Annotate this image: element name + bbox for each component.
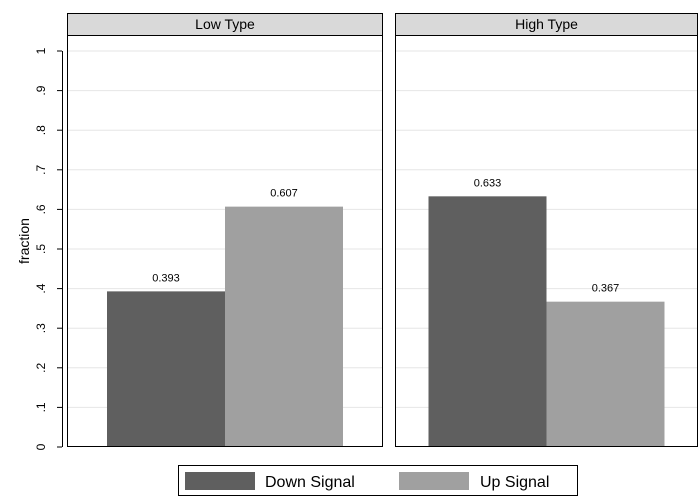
data-label: 0.367 [592, 283, 620, 295]
bar-down-signal [428, 196, 547, 447]
legend-swatch [399, 472, 469, 490]
y-tick-label: .4 [34, 283, 48, 293]
legend-label: Down Signal [265, 474, 355, 491]
y-axis-title: fraction [16, 218, 32, 264]
legend-label: Up Signal [480, 474, 549, 491]
y-tick-label: .8 [34, 125, 48, 135]
y-tick-label: .2 [34, 362, 48, 372]
panel-title: Low Type [195, 16, 255, 32]
bar-down-signal [107, 291, 225, 447]
y-tick-label: .7 [34, 164, 48, 174]
y-tick-label: .3 [34, 323, 48, 333]
bar-up-signal [225, 206, 343, 447]
panel-title: High Type [515, 16, 578, 32]
bar-up-signal [546, 301, 665, 447]
panel-strip [67, 13, 383, 36]
y-tick-label: .5 [34, 244, 48, 254]
legend-swatch [185, 472, 255, 490]
y-tick-label: 1 [34, 47, 48, 54]
y-tick-label: 0 [34, 443, 48, 450]
y-tick-label: .6 [34, 204, 48, 214]
data-label: 0.633 [474, 177, 502, 189]
data-label: 0.607 [270, 188, 298, 200]
data-label: 0.393 [152, 272, 180, 284]
y-tick-label: .9 [34, 85, 48, 95]
y-tick-label: .1 [34, 402, 48, 412]
